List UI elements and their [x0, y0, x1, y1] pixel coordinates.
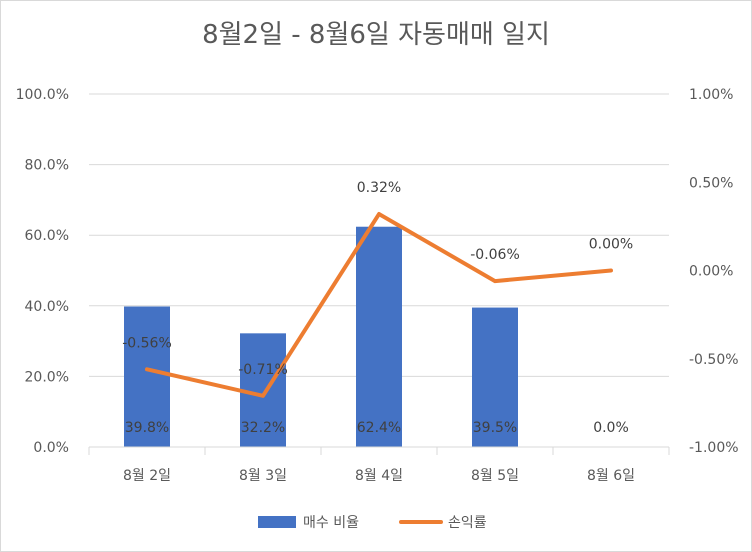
line-point [145, 367, 149, 371]
line-point [609, 269, 613, 272]
bar-data-label: 39.8% [125, 420, 169, 436]
x-tick-label: 8월 2일 [123, 468, 171, 484]
bar [240, 333, 286, 447]
y-left-tick-label: 20.0% [25, 369, 69, 385]
legend-label-line: 손익률 [448, 515, 487, 531]
y-right-tick-label: -0.50% [689, 352, 739, 368]
y-right-tick-label: 1.00% [689, 87, 733, 103]
data-labels: 39.8% 32.2% 62.4% 39.5% 0.0% -0.56% -0.71% 0.32… [122, 180, 633, 436]
y-right-tick-label: -1.00% [689, 440, 739, 456]
y-right-tick-label: 0.50% [689, 175, 733, 191]
legend-swatch-bar [258, 516, 296, 528]
y-left-tick-label: 60.0% [25, 228, 69, 244]
bar-series [124, 226, 518, 447]
bar-data-label: 0.0% [593, 420, 629, 436]
line-data-label: 0.32% [357, 180, 401, 196]
bar [472, 307, 518, 447]
bar [124, 306, 170, 447]
legend: 매수 비율 손익률 [258, 515, 487, 531]
line-point [261, 394, 265, 398]
line-data-label: -0.56% [122, 335, 172, 351]
line-series [145, 212, 613, 398]
y-left-tick-label: 100.0% [16, 87, 69, 103]
y-left-tick-label: 40.0% [25, 299, 69, 315]
y-left-tick-label: 0.0% [33, 440, 69, 456]
chart-title: 8월2일 - 8월6일 자동매매 일지 [202, 20, 550, 50]
y-right-tick-label: 0.00% [689, 264, 733, 280]
y-left-tick-label: 80.0% [25, 158, 69, 174]
line-data-label: -0.06% [470, 247, 520, 263]
legend-label-bar: 매수 비율 [303, 515, 359, 531]
x-tick-label: 8월 5일 [471, 468, 519, 484]
bar-data-label: 39.5% [473, 420, 517, 436]
bar [356, 226, 402, 447]
line-data-label: 0.00% [589, 237, 633, 253]
bar-data-label: 62.4% [357, 420, 401, 436]
axes: 0.0% 20.0% 40.0% 60.0% 80.0% 100.0% -1.00% -0.5… [16, 87, 739, 484]
bar-data-label: 32.2% [241, 420, 285, 436]
line-point [377, 212, 381, 216]
line-data-label: -0.71% [238, 362, 288, 378]
x-tick-label: 8월 3일 [239, 468, 287, 484]
x-tick-label: 8월 6일 [587, 468, 635, 484]
line-point [493, 279, 497, 283]
x-tick-label: 8월 4일 [355, 468, 403, 484]
